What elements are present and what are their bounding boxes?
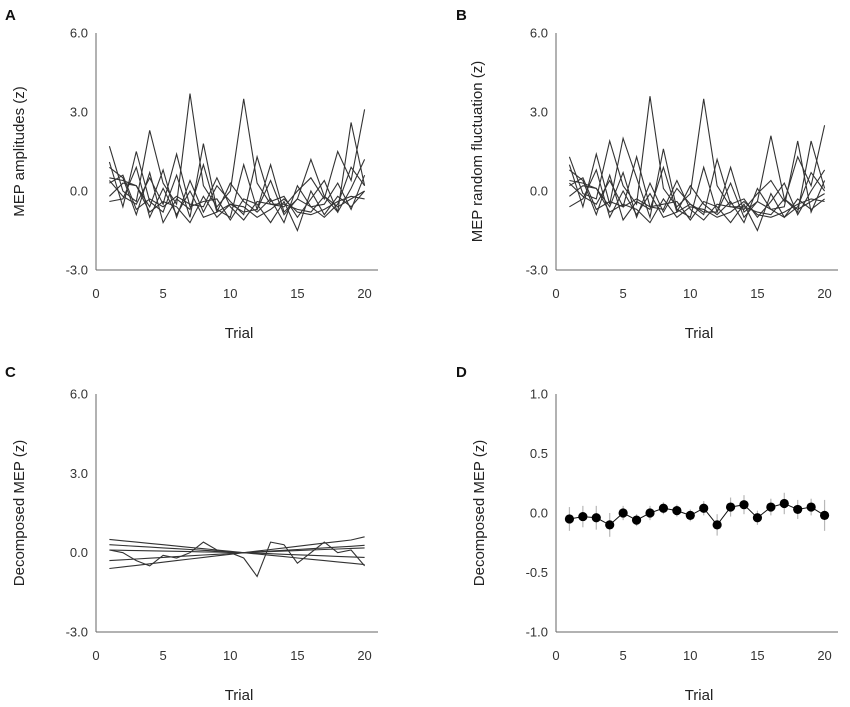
x-tick-label: 0 (552, 286, 559, 301)
y-tick-label: 6.0 (70, 26, 88, 41)
x-axis-title: Trial (685, 325, 714, 342)
data-point (618, 508, 628, 518)
y-axis-title: MEP random fluctuation (z) (469, 61, 486, 242)
series-line (568, 96, 826, 211)
data-point (779, 498, 789, 509)
data-point (591, 513, 601, 523)
x-tick-label: 5 (160, 286, 167, 301)
x-tick-label: 5 (620, 286, 627, 301)
x-tick-label: 15 (750, 286, 764, 301)
x-tick-label: 20 (817, 286, 831, 301)
y-tick-label: 0.0 (530, 506, 548, 521)
y-axis-title: Decomposed MEP (z) (471, 440, 488, 586)
y-axis-title: Decomposed MEP (z) (11, 440, 28, 586)
y-tick-label: 0.0 (70, 545, 88, 560)
y-tick-label: -1.0 (526, 625, 548, 640)
data-point (806, 502, 816, 512)
x-tick-label: 0 (92, 286, 99, 301)
data-point (793, 504, 803, 515)
data-point (712, 520, 722, 530)
y-tick-label: 6.0 (530, 26, 548, 41)
x-axis-title: Trial (685, 687, 714, 704)
data-point (645, 508, 655, 518)
data-point (819, 510, 830, 520)
series-line (109, 549, 365, 558)
data-point (578, 511, 588, 522)
series-line (109, 177, 365, 224)
x-axis-title: Trial (225, 325, 254, 342)
data-point (564, 514, 575, 524)
data-point (658, 503, 669, 513)
y-tick-label: 6.0 (70, 387, 88, 402)
y-tick-label: -3.0 (66, 263, 88, 278)
y-tick-label: 3.0 (530, 105, 548, 120)
series-line (109, 162, 366, 225)
series-line (109, 547, 365, 562)
x-tick-label: 5 (620, 648, 627, 663)
x-tick-label: 20 (357, 648, 371, 663)
x-tick-label: 10 (683, 286, 697, 301)
x-tick-label: 20 (357, 286, 371, 301)
x-tick-label: 0 (552, 648, 559, 663)
data-point (766, 502, 776, 512)
panel-letter: B (456, 7, 467, 24)
panel-a: A -3.0 0.0 3.0 6.0 0 5 10 15 20 MEP amplitudes (z)… (5, 7, 378, 342)
x-axis-title: Trial (225, 687, 254, 704)
series-line (108, 122, 366, 219)
series-line (569, 177, 825, 221)
y-tick-label: 3.0 (70, 466, 88, 481)
x-tick-label: 5 (160, 648, 167, 663)
series-line (569, 157, 826, 219)
y-tick-label: -3.0 (66, 625, 88, 640)
panel-letter: D (456, 364, 467, 381)
x-tick-label: 20 (817, 648, 831, 663)
y-axis-title: MEP amplitudes (z) (11, 86, 28, 217)
series-line (569, 168, 826, 224)
y-tick-label: -0.5 (526, 565, 548, 580)
y-tick-label: 0.0 (70, 184, 88, 199)
series-line (109, 541, 366, 578)
data-point (699, 503, 709, 513)
series-line (109, 174, 365, 221)
y-tick-label: 0.5 (530, 446, 548, 461)
data-point (605, 520, 615, 530)
y-tick-label: -3.0 (526, 263, 548, 278)
panel-b: B -3.0 0.0 3.0 6.0 0 5 10 15 20 MEP random fluctua… (456, 7, 838, 342)
y-tick-label: 3.0 (70, 105, 88, 120)
series-line (569, 179, 825, 224)
data-point (725, 502, 736, 512)
series-line (568, 135, 826, 220)
y-tick-label: 0.0 (530, 184, 548, 199)
panel-letter: C (5, 364, 16, 381)
x-tick-label: 10 (223, 286, 237, 301)
series-line (109, 165, 366, 224)
data-point (685, 510, 695, 520)
x-tick-label: 15 (290, 648, 304, 663)
series-line (108, 93, 366, 208)
data-point (739, 500, 749, 510)
data-point (752, 513, 763, 523)
panel-c: C -3.0 0.0 3.0 6.0 0 5 10 15 20 Decomposed MEP (z)… (5, 364, 378, 704)
data-point (672, 506, 682, 516)
x-tick-label: 10 (683, 648, 697, 663)
data-point (631, 515, 642, 525)
x-tick-label: 15 (290, 286, 304, 301)
panel-d: D -1.0 -0.5 0.0 0.5 1.0 0 5 10 15 20 Decomposed MEP… (456, 364, 838, 704)
x-tick-label: 0 (92, 648, 99, 663)
x-tick-label: 10 (223, 648, 237, 663)
y-tick-label: 1.0 (530, 387, 548, 402)
x-tick-label: 15 (750, 648, 764, 663)
panel-letter: A (5, 7, 16, 24)
